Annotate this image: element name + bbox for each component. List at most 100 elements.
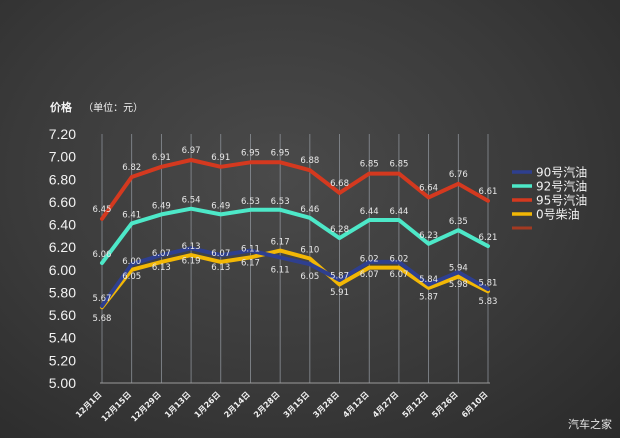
- data-label: 6.49: [211, 201, 230, 211]
- data-label: 5.91: [330, 288, 349, 298]
- data-label: 6.07: [360, 270, 379, 280]
- series-lines: [100, 158, 490, 310]
- x-tick-label: 4月12日: [341, 390, 370, 419]
- data-label: 6.02: [389, 255, 408, 265]
- data-label: 6.06: [93, 250, 112, 260]
- x-tick-label: 12月1日: [74, 390, 103, 419]
- data-label: 6.91: [211, 153, 230, 163]
- y-tick-label: 6.00: [49, 262, 76, 278]
- data-label: 6.05: [300, 272, 319, 282]
- data-label: 6.17: [241, 259, 260, 269]
- data-label: 5.81: [479, 278, 498, 288]
- x-tick-label: 12月15日: [100, 390, 133, 423]
- y-axis-label: 价格: [50, 100, 73, 114]
- x-tick-label: 4月27日: [371, 390, 400, 419]
- data-label: 6.13: [152, 263, 171, 273]
- data-label: 6.17: [271, 238, 290, 248]
- data-label: 5.68: [93, 314, 112, 324]
- x-tick-label: 6月10日: [460, 390, 489, 419]
- data-label: 6.46: [300, 205, 319, 215]
- x-tick-label: 2月14日: [222, 390, 251, 419]
- x-tick-label: 5月26日: [430, 390, 459, 419]
- series-line: [100, 246, 490, 308]
- data-label: 6.10: [300, 246, 319, 256]
- data-label: 6.23: [419, 231, 438, 241]
- data-label: 6.44: [360, 207, 379, 217]
- series-line: [100, 158, 490, 221]
- data-label: 6.54: [182, 196, 201, 206]
- data-labels: 5.68 6.05 6.13 6.19 6.13 6.17 6.11 6.05 5.91 6.07…: [93, 146, 498, 324]
- legend-label: 0号柴油: [536, 208, 580, 222]
- data-label: 6.05: [122, 272, 141, 282]
- data-label: 6.28: [330, 225, 349, 235]
- data-label: 5.98: [449, 280, 468, 290]
- data-label: 6.76: [449, 170, 468, 180]
- x-tick-label: 5月12日: [401, 390, 430, 419]
- data-label: 6.35: [449, 217, 468, 227]
- y-tick-label: 6.80: [49, 171, 76, 187]
- data-label: 6.68: [330, 179, 349, 189]
- data-label: 6.88: [300, 156, 319, 166]
- data-label: 6.21: [479, 233, 498, 243]
- y-axis-ticks: 7.20 7.00 6.80 6.60 6.40 6.20 6.00 5.80 5.60 5.40…: [49, 126, 76, 391]
- x-tick-label: 3月15日: [282, 390, 311, 419]
- data-label: 6.53: [271, 197, 290, 207]
- data-label: 6.85: [389, 160, 408, 170]
- data-label: 6.07: [152, 249, 171, 259]
- data-label: 6.85: [360, 160, 379, 170]
- data-label: 5.84: [419, 275, 438, 285]
- y-tick-label: 7.20: [49, 126, 76, 142]
- y-tick-label: 5.00: [49, 375, 76, 391]
- data-label: 6.53: [241, 197, 260, 207]
- data-label: 6.11: [241, 244, 260, 254]
- data-label: 5.87: [419, 293, 438, 303]
- y-tick-label: 5.80: [49, 284, 76, 300]
- y-tick-label: 5.60: [49, 307, 76, 323]
- data-label: 5.67: [93, 294, 112, 304]
- y-tick-label: 6.60: [49, 194, 76, 210]
- data-label: 6.64: [419, 183, 438, 193]
- y-tick-label: 6.40: [49, 217, 76, 233]
- x-tick-label: 12月29日: [129, 390, 162, 423]
- data-label: 6.45: [93, 205, 112, 215]
- data-label: 6.44: [389, 207, 408, 217]
- y-axis-unit: （单位：元）: [83, 101, 143, 114]
- data-label: 6.41: [122, 210, 141, 220]
- data-label: 6.97: [182, 146, 201, 156]
- legend-label: 95号汽油: [536, 193, 587, 208]
- series-line: [100, 206, 490, 265]
- data-label: 6.13: [182, 242, 201, 252]
- data-label: 6.61: [479, 187, 498, 197]
- data-label: 6.00: [122, 257, 141, 267]
- x-tick-label: 1月26日: [193, 390, 222, 419]
- y-tick-label: 7.00: [49, 149, 76, 165]
- data-label: 6.07: [389, 270, 408, 280]
- watermark-logo-text: 汽车之家: [568, 418, 612, 431]
- data-label: 6.82: [122, 163, 141, 173]
- y-tick-label: 6.20: [49, 239, 76, 255]
- data-label: 6.07: [211, 249, 230, 259]
- y-tick-label: 5.20: [49, 352, 76, 368]
- data-label: 5.87: [330, 272, 349, 282]
- data-label: 6.49: [152, 201, 171, 211]
- data-label: 6.95: [271, 148, 290, 158]
- y-axis-title: 价格 （单位：元）: [50, 96, 143, 115]
- data-label: 6.19: [182, 256, 201, 266]
- data-label: 6.91: [152, 153, 171, 163]
- data-label: 6.95: [241, 148, 260, 158]
- x-tick-label: 1月13日: [163, 390, 192, 419]
- data-label: 5.94: [449, 264, 468, 274]
- legend-label: 90号汽油: [536, 165, 587, 180]
- data-label: 6.11: [271, 265, 290, 275]
- data-label: 6.02: [360, 255, 379, 265]
- y-tick-label: 5.40: [49, 330, 76, 346]
- x-tick-label: 2月28日: [252, 390, 281, 419]
- series-line: [100, 248, 490, 310]
- x-tick-label: 3月28日: [311, 390, 340, 419]
- legend-label: 92号汽油: [536, 179, 587, 194]
- data-label: 5.83: [479, 297, 498, 307]
- data-label: 6.13: [211, 263, 230, 273]
